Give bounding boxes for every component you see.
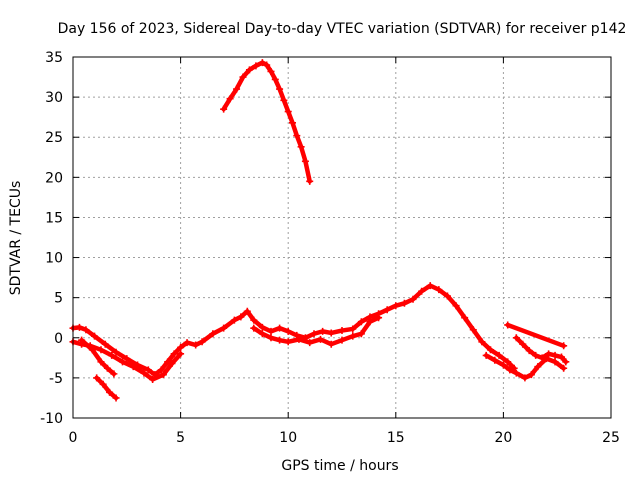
plot-frame [72,56,612,419]
axis-ticks: 0 5 10 15 20 25 -10 -5 0 5 10 15 20 25 30 35 [40,50,620,446]
y-tick-label-6: 20 [45,170,63,186]
y-tick-label-2: 0 [54,331,63,347]
y-tick-label-3: 5 [54,291,63,307]
y-tick-label-9: 35 [45,50,63,66]
y-tick-label-7: 25 [45,130,63,146]
y-tick-label-1: -5 [49,371,63,387]
y-tick-label-5: 15 [45,210,63,226]
series-line-late-tail [483,353,566,381]
series-mid-parallel-track [250,314,383,348]
series-small-branch-1 [78,336,118,378]
series-main-track [69,282,518,379]
x-tick-label-0: 0 [69,430,78,446]
series-line-upper-arc [221,60,312,184]
y-tick-label-0: -10 [40,411,63,427]
series-line-mid-parallel-track [251,315,381,347]
series-late-tail [482,351,568,382]
series-line-late-branch [514,335,569,365]
y-tick-label-4: 10 [45,251,63,267]
series-line-main-track [70,283,517,377]
x-tick-label-2: 10 [279,430,297,446]
x-axis-label: GPS time / hours [281,458,398,474]
series-late-branch [512,334,570,366]
series-isolated [504,321,568,350]
x-tick-label-3: 15 [387,430,405,446]
grid-lines [73,57,611,418]
y-axis-label: SDTVAR / TECUs [8,181,24,296]
series-line-small-branch-1 [79,337,117,377]
series-upper-arc [220,59,314,185]
x-tick-label-4: 20 [494,430,512,446]
data-points [69,59,570,402]
series-line-small-branch-2 [94,375,119,401]
series-line-isolated [505,322,566,349]
chart-title: Day 156 of 2023, Sidereal Day-to-day VTE… [58,21,627,37]
x-tick-label-1: 5 [176,430,185,446]
series-small-branch-2 [93,374,120,402]
y-tick-label-8: 30 [45,90,63,106]
x-tick-label-5: 25 [602,430,620,446]
